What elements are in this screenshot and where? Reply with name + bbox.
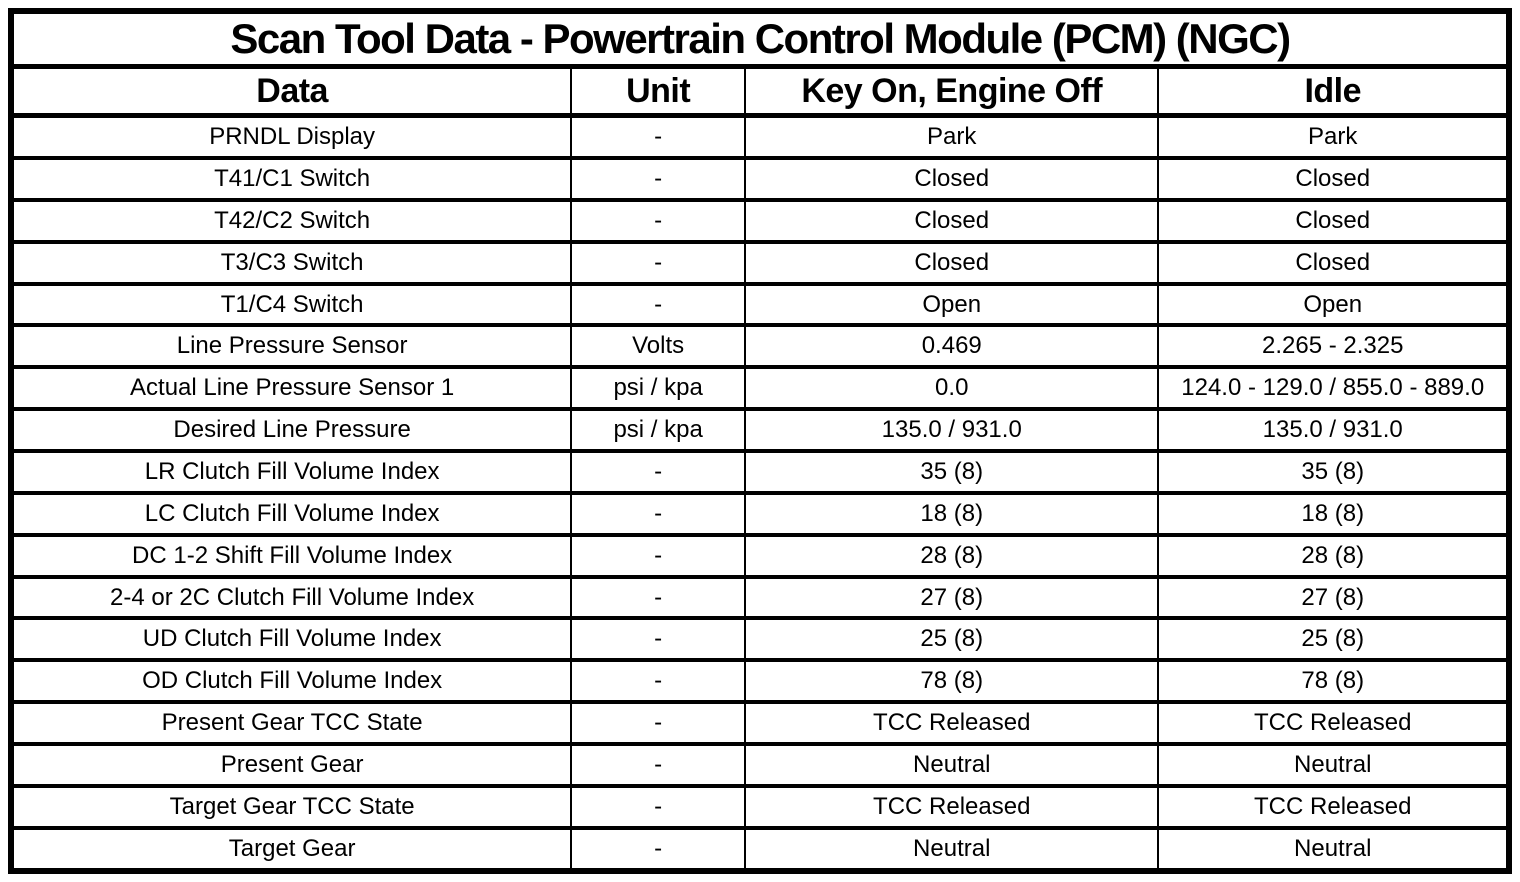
cell-idle: 28 (8) (1157, 532, 1510, 579)
cell-unit: Volts (570, 323, 747, 370)
cell-key-on-engine-off: 27 (8) (744, 574, 1160, 621)
cell-data-label: PRNDL Display (9, 113, 573, 160)
cell-data-label: 2-4 or 2C Clutch Fill Volume Index (9, 574, 573, 621)
cell-idle: TCC Released (1157, 783, 1510, 830)
column-header-unit: Unit (570, 64, 747, 118)
cell-data-label: LR Clutch Fill Volume Index (9, 449, 573, 495)
table-row: Target Gear TCC State - TCC Released TCC… (9, 783, 1510, 830)
cell-idle: Neutral (1157, 825, 1510, 874)
cell-key-on-engine-off: 135.0 / 931.0 (744, 407, 1160, 454)
table-row: T41/C1 Switch - Closed Closed (9, 156, 1510, 202)
cell-key-on-engine-off: 78 (8) (744, 658, 1160, 705)
table-row: LR Clutch Fill Volume Index - 35 (8) 35 … (9, 449, 1510, 495)
table-row: UD Clutch Fill Volume Index - 25 (8) 25 … (9, 616, 1510, 663)
cell-unit: - (570, 449, 747, 495)
cell-unit: - (570, 742, 747, 788)
cell-unit: - (570, 281, 747, 328)
table-row: Target Gear - Neutral Neutral (9, 825, 1510, 874)
cell-idle: 135.0 / 931.0 (1157, 407, 1510, 454)
cell-data-label: Present Gear (9, 742, 573, 788)
cell-unit: - (570, 490, 747, 537)
scan-tool-data-table: Scan Tool Data - Powertrain Control Modu… (8, 8, 1512, 874)
table-row: Present Gear TCC State - TCC Released TC… (9, 700, 1510, 747)
cell-key-on-engine-off: 18 (8) (744, 490, 1160, 537)
table-row: PRNDL Display - Park Park (9, 113, 1510, 160)
table-row: OD Clutch Fill Volume Index - 78 (8) 78 … (9, 658, 1510, 705)
cell-idle: Closed (1157, 197, 1510, 244)
cell-data-label: T41/C1 Switch (9, 156, 573, 202)
cell-idle: 35 (8) (1157, 449, 1510, 495)
cell-idle: 18 (8) (1157, 490, 1510, 537)
cell-idle: 124.0 - 129.0 / 855.0 - 889.0 (1157, 365, 1510, 412)
cell-idle: Park (1157, 113, 1510, 160)
cell-key-on-engine-off: Closed (744, 239, 1160, 286)
cell-key-on-engine-off: Open (744, 281, 1160, 328)
cell-data-label: DC 1-2 Shift Fill Volume Index (9, 532, 573, 579)
cell-key-on-engine-off: Closed (744, 197, 1160, 244)
cell-data-label: T42/C2 Switch (9, 197, 573, 244)
cell-key-on-engine-off: TCC Released (744, 700, 1160, 747)
title-row: Scan Tool Data - Powertrain Control Modu… (10, 9, 1510, 69)
cell-key-on-engine-off: 25 (8) (744, 616, 1160, 663)
cell-unit: - (570, 156, 747, 202)
cell-data-label: Actual Line Pressure Sensor 1 (9, 365, 573, 412)
cell-key-on-engine-off: TCC Released (744, 783, 1160, 830)
cell-key-on-engine-off: 0.0 (744, 365, 1160, 412)
cell-idle: TCC Released (1157, 700, 1510, 747)
cell-key-on-engine-off: Neutral (744, 742, 1160, 788)
cell-unit: - (570, 825, 747, 874)
cell-data-label: T3/C3 Switch (9, 239, 573, 286)
cell-unit: psi / kpa (570, 407, 747, 454)
table-row: T42/C2 Switch - Closed Closed (9, 197, 1510, 244)
cell-idle: Closed (1157, 156, 1510, 202)
table-row: 2-4 or 2C Clutch Fill Volume Index - 27 … (9, 574, 1510, 621)
cell-idle: 27 (8) (1157, 574, 1510, 621)
cell-data-label: Present Gear TCC State (9, 700, 573, 747)
cell-idle: Open (1157, 281, 1510, 328)
table-row: T1/C4 Switch - Open Open (9, 281, 1510, 328)
cell-idle: 2.265 - 2.325 (1157, 323, 1510, 370)
cell-unit: - (570, 616, 747, 663)
cell-unit: - (570, 700, 747, 747)
cell-key-on-engine-off: 35 (8) (744, 449, 1160, 495)
cell-key-on-engine-off: 0.469 (744, 323, 1160, 370)
cell-key-on-engine-off: Neutral (744, 825, 1160, 874)
cell-data-label: LC Clutch Fill Volume Index (9, 490, 573, 537)
cell-unit: psi / kpa (570, 365, 747, 412)
cell-unit: - (570, 574, 747, 621)
cell-key-on-engine-off: 28 (8) (744, 532, 1160, 579)
table-row: Desired Line Pressure psi / kpa 135.0 / … (9, 407, 1510, 454)
cell-data-label: Line Pressure Sensor (9, 323, 573, 370)
table-row: Line Pressure Sensor Volts 0.469 2.265 -… (9, 323, 1510, 370)
cell-unit: - (570, 239, 747, 286)
cell-idle: 25 (8) (1157, 616, 1510, 663)
cell-data-label: Target Gear (9, 825, 573, 874)
cell-data-label: Desired Line Pressure (9, 407, 573, 454)
table-row: Actual Line Pressure Sensor 1 psi / kpa … (9, 365, 1510, 412)
table-row: LC Clutch Fill Volume Index - 18 (8) 18 … (9, 490, 1510, 537)
cell-idle: Neutral (1157, 742, 1510, 788)
table-row: Present Gear - Neutral Neutral (9, 742, 1510, 788)
column-header-key-on-engine-off: Key On, Engine Off (744, 64, 1160, 118)
cell-idle: Closed (1157, 239, 1510, 286)
cell-data-label: UD Clutch Fill Volume Index (9, 616, 573, 663)
cell-unit: - (570, 658, 747, 705)
column-header-data: Data (9, 64, 573, 118)
table-row: T3/C3 Switch - Closed Closed (9, 239, 1510, 286)
table-row: DC 1-2 Shift Fill Volume Index - 28 (8) … (9, 532, 1510, 579)
cell-key-on-engine-off: Park (744, 113, 1160, 160)
cell-key-on-engine-off: Closed (744, 156, 1160, 202)
cell-unit: - (570, 113, 747, 160)
cell-unit: - (570, 197, 747, 244)
column-header-row: Data Unit Key On, Engine Off Idle (9, 64, 1510, 118)
cell-data-label: Target Gear TCC State (9, 783, 573, 830)
cell-unit: - (570, 783, 747, 830)
cell-idle: 78 (8) (1157, 658, 1510, 705)
cell-data-label: OD Clutch Fill Volume Index (9, 658, 573, 705)
cell-unit: - (570, 532, 747, 579)
cell-data-label: T1/C4 Switch (9, 281, 573, 328)
page-title: Scan Tool Data - Powertrain Control Modu… (10, 9, 1510, 69)
column-header-idle: Idle (1157, 64, 1510, 118)
